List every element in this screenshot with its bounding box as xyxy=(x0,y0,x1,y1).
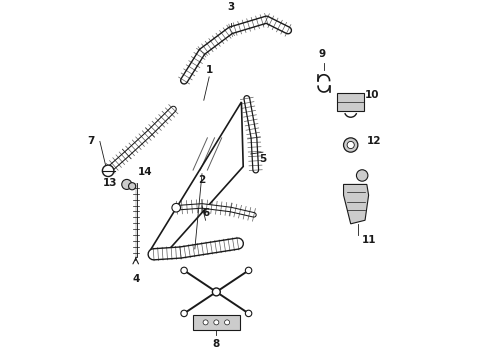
Circle shape xyxy=(356,170,368,181)
Circle shape xyxy=(343,138,358,152)
Text: 12: 12 xyxy=(367,136,381,147)
Text: 4: 4 xyxy=(132,274,139,284)
Text: 9: 9 xyxy=(318,49,325,59)
Text: 5: 5 xyxy=(259,154,267,164)
Circle shape xyxy=(181,267,187,274)
Circle shape xyxy=(214,320,219,325)
Text: 13: 13 xyxy=(103,177,118,188)
Bar xyxy=(193,315,240,329)
Polygon shape xyxy=(343,184,368,224)
Text: 14: 14 xyxy=(138,167,152,177)
Circle shape xyxy=(203,320,208,325)
Circle shape xyxy=(122,179,132,189)
Circle shape xyxy=(128,183,136,190)
Circle shape xyxy=(181,310,187,317)
Circle shape xyxy=(102,165,114,176)
Circle shape xyxy=(245,310,252,317)
Text: 1: 1 xyxy=(205,65,213,75)
Text: 6: 6 xyxy=(202,208,209,219)
Polygon shape xyxy=(150,102,243,251)
Text: 3: 3 xyxy=(227,3,234,13)
Circle shape xyxy=(212,288,220,296)
Circle shape xyxy=(224,320,230,325)
Text: 2: 2 xyxy=(198,175,206,185)
Text: 11: 11 xyxy=(361,235,376,244)
Text: 8: 8 xyxy=(213,338,220,348)
Circle shape xyxy=(245,267,252,274)
Circle shape xyxy=(172,203,180,212)
Circle shape xyxy=(347,141,354,149)
Text: 10: 10 xyxy=(365,90,380,100)
Text: 7: 7 xyxy=(87,136,95,147)
Bar xyxy=(337,93,365,111)
